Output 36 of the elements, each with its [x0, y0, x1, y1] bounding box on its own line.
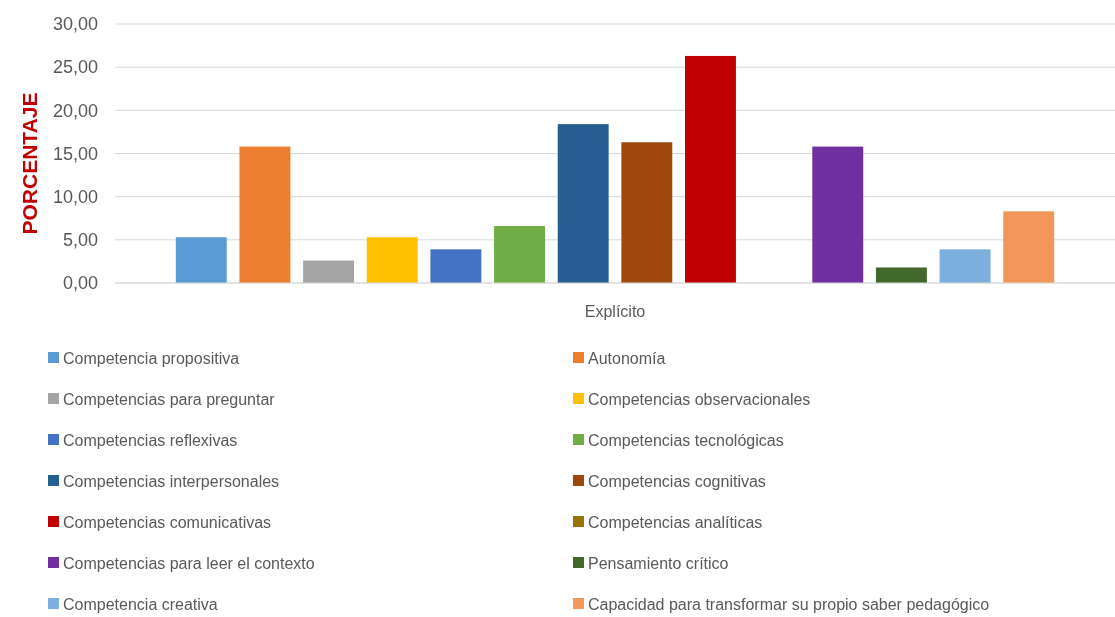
legend-label: Competencias para preguntar — [63, 390, 276, 408]
y-tick-label: 15,00 — [52, 143, 98, 164]
y-tick-label: 0,00 — [62, 273, 98, 294]
legend-label: Competencias tecnológicas — [588, 431, 784, 449]
legend-label: Competencias interpersonales — [63, 472, 280, 490]
bar — [494, 226, 545, 283]
legend-label: Competencias comunicativas — [63, 513, 272, 531]
legend-label: Autonomía — [588, 349, 666, 367]
x-tick-label: Explícito — [584, 302, 646, 320]
y-tick-label: 5,00 — [62, 230, 98, 251]
bar — [812, 146, 864, 283]
legend-label: Competencias analíticas — [588, 513, 763, 531]
bar — [621, 142, 673, 283]
legend-label: Competencias observacionales — [588, 390, 811, 408]
y-tick-label: 25,00 — [52, 57, 98, 78]
legend-label: Competencias reflexivas — [63, 431, 238, 449]
legend-label: Pensamiento crítico — [588, 554, 729, 572]
legend-label: Competencias cognitivas — [588, 472, 766, 490]
bar — [239, 146, 291, 283]
bar — [1003, 211, 1055, 283]
legend-label: Competencia propositiva — [63, 349, 240, 367]
legend-label: Competencias para leer el contexto — [63, 554, 315, 572]
legend-label: Competencia creativa — [63, 595, 218, 613]
bar — [175, 237, 227, 283]
y-axis-title: PORCENTAJE — [18, 92, 42, 235]
bar — [939, 249, 991, 283]
bar — [366, 237, 418, 283]
bar — [557, 124, 609, 283]
bar — [430, 249, 482, 283]
y-tick-label: 30,00 — [52, 14, 98, 35]
legend-label: Capacidad para transformar su propio saber pedagógico — [588, 595, 990, 613]
y-tick-label: 10,00 — [52, 186, 98, 207]
bar — [303, 260, 355, 283]
bar — [875, 267, 927, 283]
y-tick-label: 20,00 — [52, 100, 98, 121]
bar — [685, 55, 736, 283]
